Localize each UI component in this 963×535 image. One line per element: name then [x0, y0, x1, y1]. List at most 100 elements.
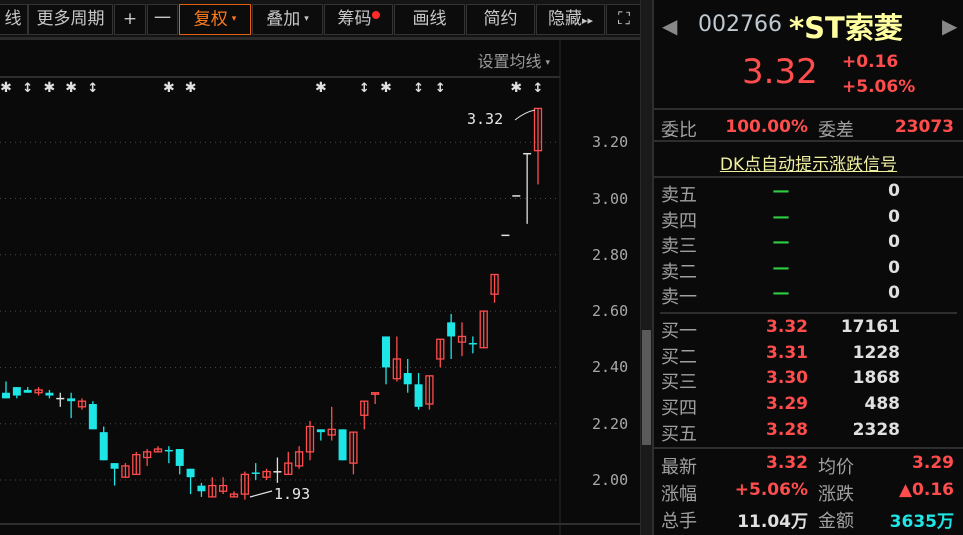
candle-body — [218, 484, 228, 492]
divider — [654, 447, 963, 449]
kline-chart[interactable]: ✱ ↕ ✱ ✱ ↕ ✱ ✱ ✱ ↕ ✱ ↕ ↕ ✱ ↕ — [0, 40, 640, 535]
buy-volume: 2328 — [852, 419, 900, 440]
candle-body — [512, 195, 521, 197]
candle-body — [501, 234, 510, 237]
buy-volume: 17161 — [840, 317, 900, 337]
stat-label: 涨跌 — [818, 484, 854, 505]
candle-body — [262, 470, 271, 478]
weibi-value: 100.00% — [725, 117, 808, 137]
simple-mode-button[interactable]: 简约 — [466, 4, 535, 35]
adjust-rights-label: 复权 — [193, 9, 228, 30]
candle-body — [45, 392, 54, 396]
candle-body — [490, 273, 499, 295]
more-periods-button[interactable]: 更多周期 — [28, 4, 113, 35]
candle-body — [229, 493, 239, 498]
sell-level-label: 卖五 — [661, 185, 697, 206]
stat-label: 最新 — [661, 457, 697, 478]
signal-star-icon: ✱ — [163, 80, 175, 96]
high-price-annotation: 3.32 — [467, 110, 504, 128]
set-ma-label: 设置均线 — [477, 52, 542, 71]
candle-body — [382, 336, 390, 368]
candle-body — [338, 429, 347, 461]
candle-body — [88, 403, 97, 430]
signal-updown-icon: ↕ — [22, 81, 33, 96]
stat-value: 11.04万 — [737, 512, 808, 532]
candle-body — [425, 375, 434, 405]
buy-price: 3.28 — [766, 419, 808, 440]
candle-body — [240, 473, 250, 495]
overlay-dropdown[interactable]: 叠加 ▾ — [252, 4, 323, 35]
draw-line-button[interactable]: 画线 — [394, 4, 465, 35]
sell-volume: 0 — [888, 181, 900, 201]
dk-signal-link[interactable]: DK点自动提示涨跌信号 — [719, 155, 898, 175]
stat-value: ▲0.16 — [898, 480, 954, 500]
sell-level-label: 卖二 — [661, 261, 697, 283]
divider — [660, 312, 957, 314]
candle-body — [12, 387, 21, 396]
buy-volume: 1868 — [852, 368, 900, 389]
set-ma-dropdown[interactable]: 设置均线 ▾ — [477, 48, 550, 72]
stat-label: 涨幅 — [661, 484, 697, 505]
divider — [654, 108, 963, 110]
hide-label: 隐藏 — [547, 9, 582, 29]
vertical-scrollbar[interactable] — [640, 0, 652, 535]
candle-body — [23, 389, 32, 393]
sell-volume: 0 — [888, 257, 900, 278]
low-price-annotation: 1.93 — [274, 485, 311, 503]
signal-star-icon: ✱ — [65, 80, 77, 96]
stat-value: +5.06% — [734, 480, 808, 500]
candle-body — [370, 392, 380, 395]
candle-body — [77, 400, 87, 408]
stat-value: 3635万 — [889, 512, 954, 532]
quote-panel: ◀ 002766 *ST索菱 ▶ 3.32 +0.16 +5.06% 委比 10… — [652, 0, 963, 535]
sell-price: — — [772, 232, 790, 252]
candle-body — [99, 432, 108, 461]
signal-updown-icon: ↕ — [87, 81, 98, 96]
adjust-rights-dropdown[interactable]: 复权 ▾ — [179, 4, 251, 35]
chips-label: 筹码 — [337, 9, 372, 29]
candle-body — [457, 335, 467, 343]
axis-tick-label: 2.40 — [592, 358, 629, 377]
candle-body — [284, 462, 293, 476]
signal-updown-icon: ↕ — [413, 81, 424, 96]
scrollbar-thumb[interactable] — [642, 330, 651, 445]
divider — [654, 140, 963, 142]
buy-price: 3.30 — [766, 368, 808, 389]
buy-price: 3.32 — [766, 317, 808, 337]
overlay-label: 叠加 — [266, 9, 301, 30]
candle-body — [164, 449, 173, 452]
stat-label: 金额 — [818, 511, 854, 532]
caret-down-icon: ▾ — [231, 14, 237, 24]
buy-level-label: 买四 — [661, 398, 697, 420]
toolbar: 线 更多周期 + 一 复权 ▾ 叠加 ▾ 筹码 画线 简约 隐藏▸▸ ⛶ — [0, 0, 642, 40]
stat-value: 3.29 — [912, 453, 954, 473]
buy-volume: 488 — [864, 394, 901, 415]
divider — [654, 176, 963, 178]
next-stock-arrow-icon[interactable]: ▶ — [942, 14, 958, 38]
buy-volume: 1228 — [852, 342, 900, 363]
signal-star-icon: ✱ — [185, 80, 197, 96]
fullscreen-button[interactable]: ⛶ — [606, 4, 642, 35]
chips-button[interactable]: 筹码 — [324, 4, 393, 35]
signal-updown-icon: ↕ — [359, 81, 370, 96]
kline-tab[interactable]: 线 — [0, 4, 28, 35]
stat-value: 3.32 — [766, 453, 808, 473]
candle-body — [67, 398, 76, 402]
candle-body — [251, 472, 260, 474]
prev-stock-arrow-icon[interactable]: ◀ — [662, 14, 678, 38]
zoom-in-button[interactable]: + — [114, 4, 146, 35]
sell-price: — — [772, 181, 790, 201]
high-arrow-icon — [514, 109, 536, 121]
sell-volume: 0 — [888, 232, 900, 252]
sell-level-label: 卖一 — [661, 287, 697, 308]
signal-star-icon: ✱ — [380, 80, 392, 96]
zoom-out-button[interactable]: 一 — [147, 4, 178, 35]
candle-body — [34, 389, 43, 394]
hide-button[interactable]: 隐藏▸▸ — [536, 4, 605, 35]
candle-body — [175, 449, 184, 466]
low-arrow-icon — [249, 490, 273, 498]
candle-body — [533, 107, 543, 152]
double-arrow-right-icon: ▸▸ — [581, 14, 594, 27]
signal-star-icon: ✱ — [510, 80, 522, 96]
candle-body — [2, 392, 10, 399]
